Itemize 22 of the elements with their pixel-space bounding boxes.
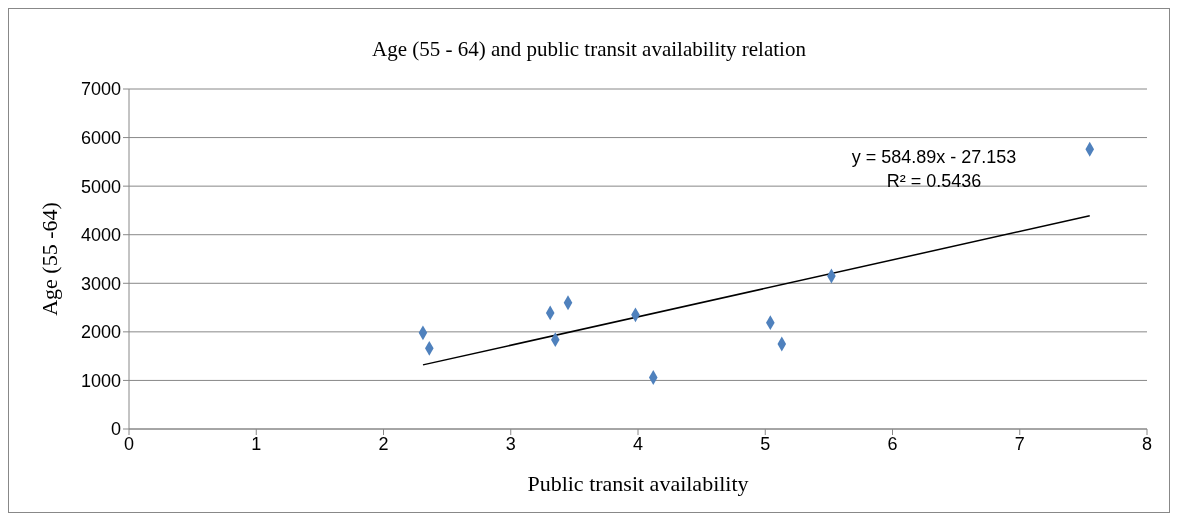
x-tick-label: 0	[123, 433, 135, 454]
x-tick-label: 8	[1141, 433, 1153, 454]
x-tick-label: 6	[887, 433, 898, 454]
y-tick-label: 1000	[80, 370, 121, 391]
y-tick-label: 0	[110, 419, 121, 440]
x-axis-title: Public transit availability	[527, 471, 749, 496]
x-tick-label: 5	[760, 433, 771, 454]
y-tick-label: 5000	[80, 176, 121, 197]
x-tick-label: 1	[251, 433, 262, 454]
y-tick-label: 3000	[80, 273, 121, 294]
x-tick-label: 7	[1014, 433, 1025, 454]
x-tick-label: 2	[378, 433, 389, 454]
y-tick-label: 6000	[80, 127, 121, 148]
y-axis-title: Age (55 -64)	[36, 202, 62, 316]
y-tick-label: 7000	[80, 79, 121, 100]
y-tick-label: 2000	[80, 322, 121, 343]
x-tick-label: 3	[505, 433, 516, 454]
annotation: R² = 0.5436	[885, 171, 983, 192]
x-tick-label: 4	[632, 433, 644, 454]
annotation: y = 584.89x - 27.153	[850, 147, 1018, 168]
chart-title: Age (55 - 64) and public transit availability relation	[371, 37, 807, 62]
y-tick-label: 4000	[80, 225, 121, 246]
